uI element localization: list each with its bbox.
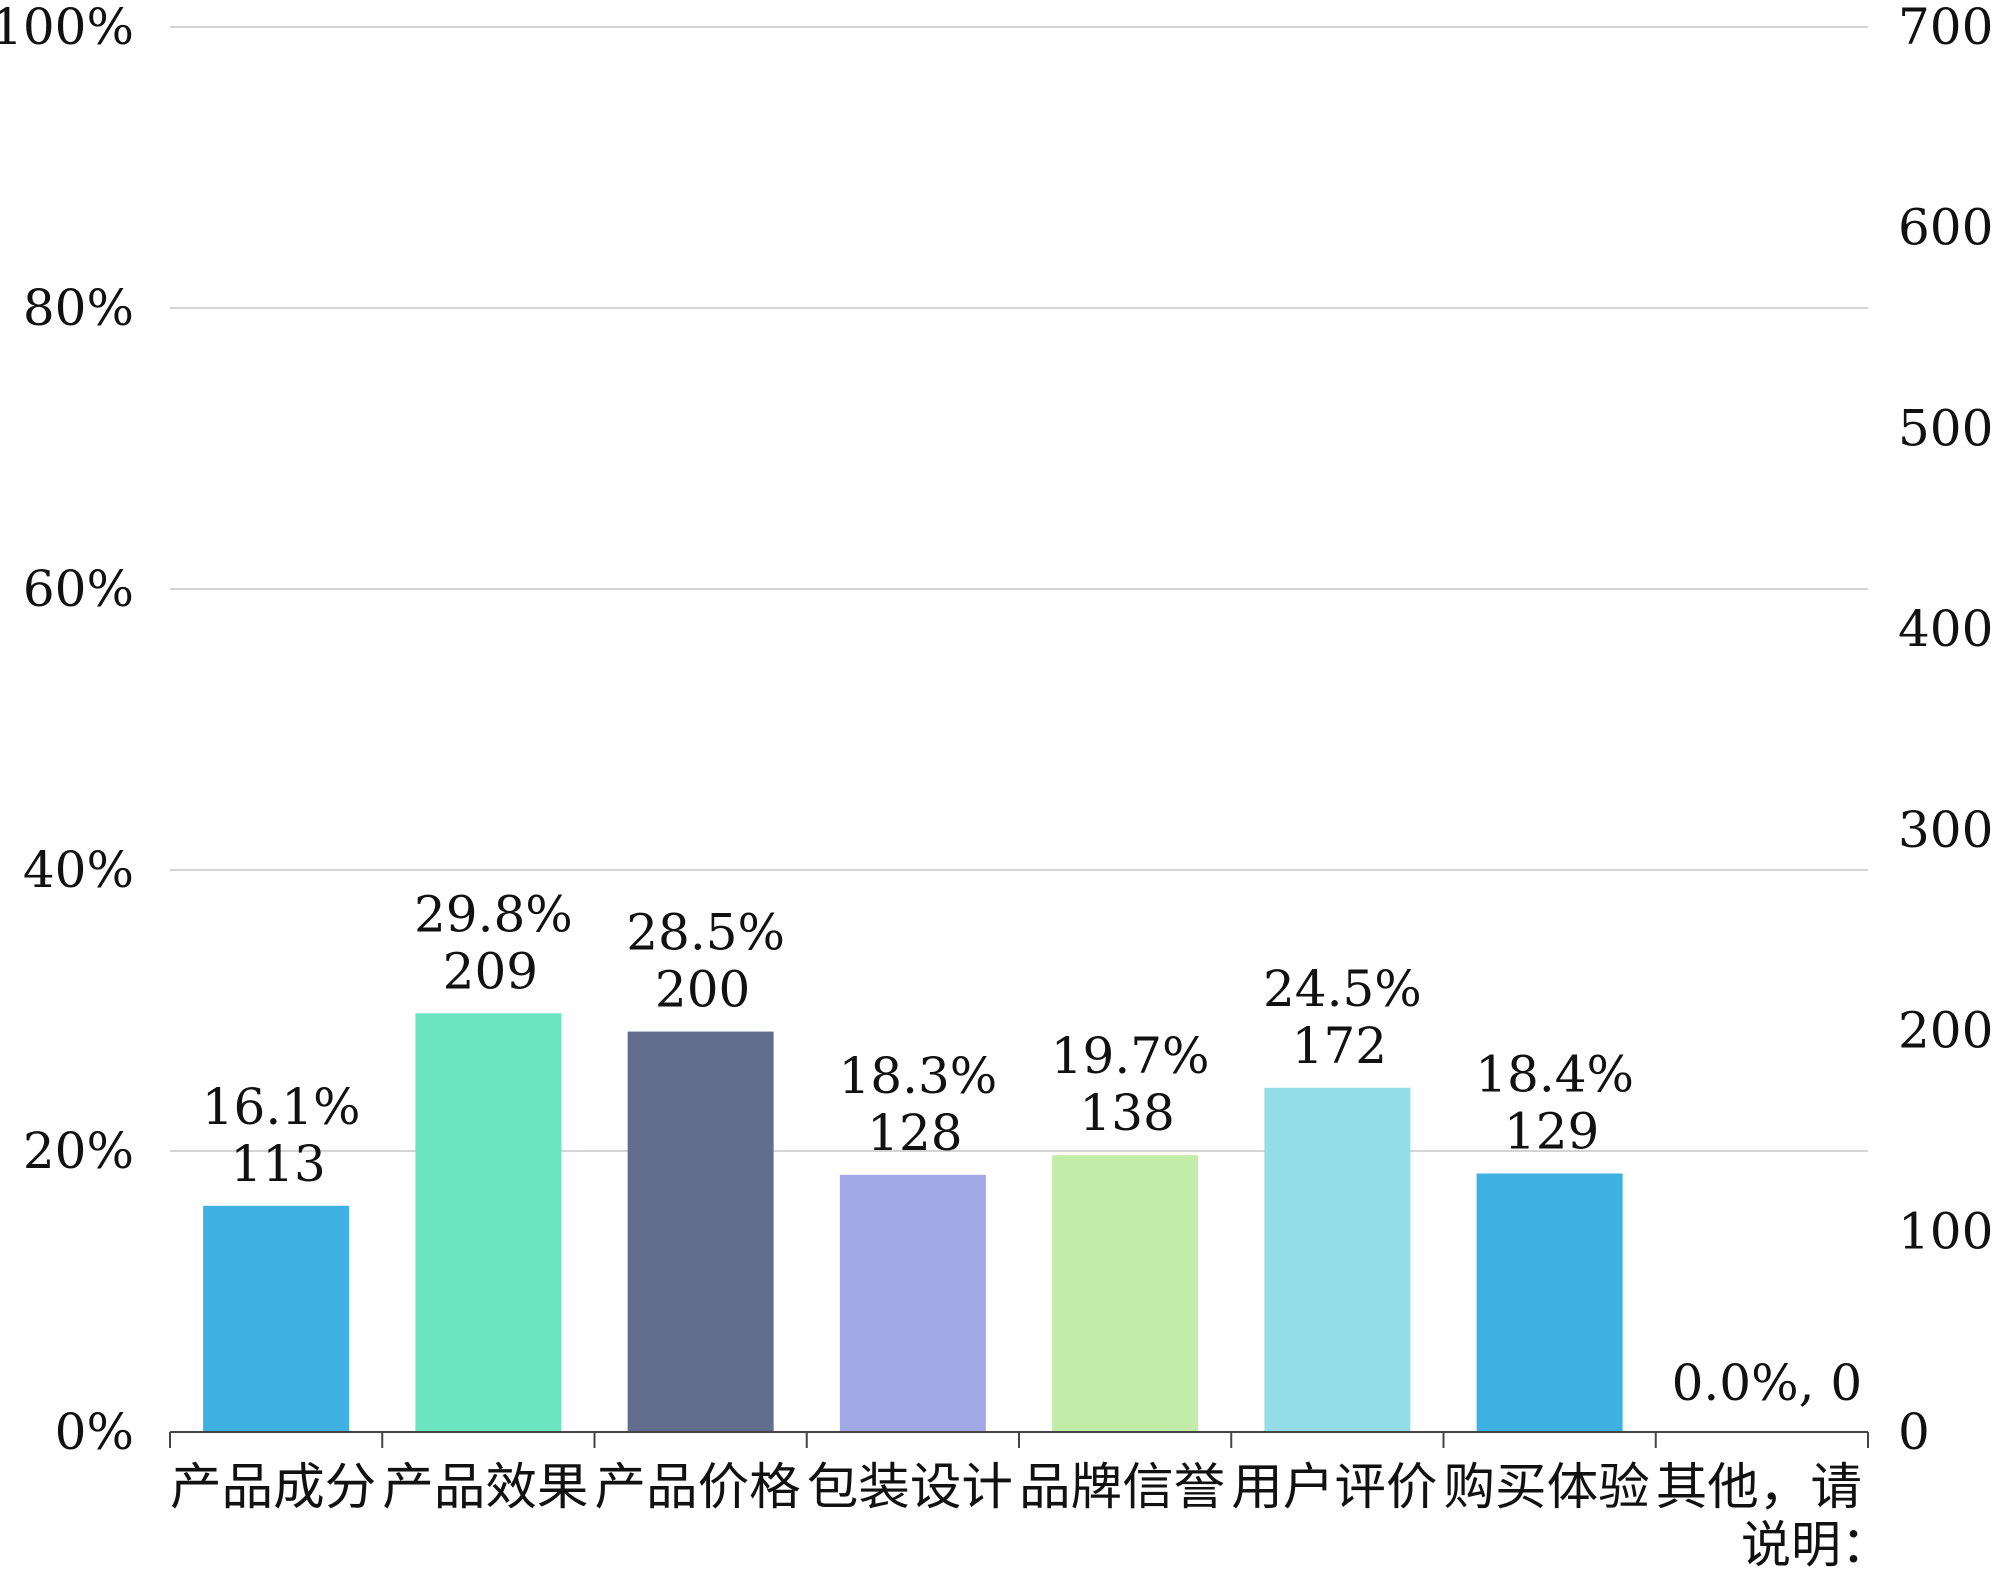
category-label: 用户评价 — [1231, 1458, 1437, 1516]
category-label: 产品价格 — [595, 1458, 801, 1516]
data-label-percent: 29.8% — [414, 885, 573, 943]
left-y-tick-label: 80% — [23, 279, 134, 337]
category-label: 包装设计 — [807, 1458, 1013, 1516]
data-label-count: 129 — [1504, 1102, 1599, 1160]
data-label: 0.0%, 0 — [1672, 1354, 1863, 1412]
left-y-axis: 0% 20% 40% 60% 80% 100% — [0, 0, 134, 1461]
right-y-tick-label: 0 — [1898, 1403, 1930, 1461]
data-label-count: 200 — [655, 961, 750, 1019]
bar — [1476, 1173, 1623, 1432]
data-label-percent: 16.1% — [202, 1078, 361, 1136]
category-label: 其他，请 — [1656, 1458, 1862, 1516]
right-y-axis: 0 100 200 300 400 500 600 700 — [1898, 0, 1993, 1461]
x-axis: 产品成分 产品效果 产品价格 包装设计 品牌信誉 用户评价 购买体验 其他，请说明： — [169, 1431, 1891, 1574]
right-y-tick-label: 200 — [1898, 1002, 1993, 1060]
left-y-tick-label: 20% — [23, 1122, 134, 1180]
data-label-count: 113 — [230, 1135, 325, 1193]
data-labels: 16.1%113 29.8%209 28.5%200 18.3%128 19.7%138… — [202, 885, 1862, 1412]
right-y-tick-label: 100 — [1898, 1202, 1993, 1260]
left-y-tick-label: 40% — [23, 841, 134, 899]
right-y-tick-label: 300 — [1898, 801, 1993, 859]
category-label: 品牌信誉 — [1019, 1458, 1225, 1516]
left-y-tick-label: 0% — [55, 1403, 134, 1461]
data-label-percent: 18.3% — [838, 1047, 997, 1105]
data-label-count: 128 — [867, 1104, 962, 1162]
left-y-tick-label: 100% — [0, 0, 134, 56]
bar — [415, 1013, 562, 1432]
category-label-line2: 说明： — [1741, 1516, 1891, 1574]
right-y-tick-label: 400 — [1898, 600, 1993, 658]
right-y-tick-label: 600 — [1898, 199, 1993, 257]
data-label-percent: 24.5% — [1263, 960, 1422, 1018]
data-label-percent: 28.5% — [626, 904, 785, 962]
bar — [1052, 1155, 1199, 1432]
data-label-count: 138 — [1079, 1084, 1174, 1142]
category-label: 购买体验 — [1444, 1458, 1650, 1516]
category-label: 产品效果 — [382, 1458, 588, 1516]
bar — [203, 1205, 350, 1432]
bars — [203, 1013, 1623, 1432]
right-y-tick-label: 500 — [1898, 399, 1993, 457]
data-label-count: 172 — [1292, 1017, 1387, 1075]
right-y-tick-label: 700 — [1898, 0, 1993, 56]
bar — [839, 1174, 986, 1432]
data-label-percent: 19.7% — [1051, 1027, 1210, 1085]
data-label-count: 209 — [443, 942, 538, 1000]
gridlines — [170, 26, 1868, 1152]
bar — [1264, 1087, 1411, 1432]
left-y-tick-label: 60% — [23, 560, 134, 618]
category-label: 产品成分 — [170, 1458, 376, 1516]
data-label-percent: 18.4% — [1475, 1045, 1634, 1103]
bar — [627, 1031, 774, 1432]
